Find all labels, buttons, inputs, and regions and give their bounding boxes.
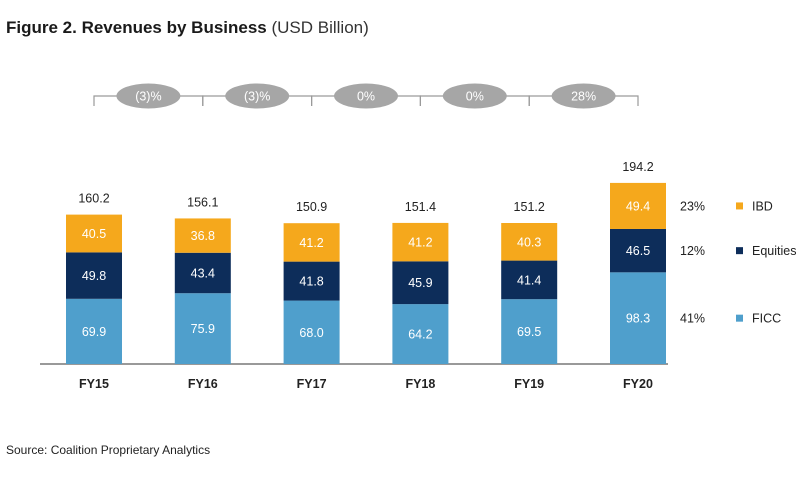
chart-title-unit: (USD Billion)	[266, 18, 369, 37]
growth-pill	[225, 83, 290, 109]
x-tick-label: FY18	[405, 377, 435, 391]
growth-label: (3)%	[244, 90, 270, 104]
data-label: 75.9	[191, 322, 215, 336]
share-label-equities: 12%	[680, 244, 705, 258]
bar-ibd-fy17	[283, 223, 340, 262]
bar-ibd-fy15	[66, 214, 122, 253]
bar-ficc-fy17	[283, 300, 340, 364]
total-label: 156.1	[187, 195, 218, 209]
total-label: 160.2	[78, 192, 109, 206]
data-label: 46.5	[626, 244, 650, 258]
growth-label: 0%	[466, 90, 484, 104]
bar-ficc-fy19	[501, 299, 558, 364]
source-note: Source: Coalition Proprietary Analytics	[6, 443, 211, 457]
data-label: 68.0	[299, 326, 323, 340]
legend-swatch-ficc	[736, 314, 743, 322]
bar-ficc-fy20	[610, 272, 666, 364]
bar-ficc-fy16	[174, 293, 231, 364]
growth-label: 0%	[357, 90, 375, 104]
bar-equities-fy19	[501, 260, 558, 300]
data-label: 69.5	[517, 325, 541, 339]
growth-pill	[442, 83, 507, 109]
growth-label: 28%	[571, 90, 596, 104]
x-tick-label: FY19	[514, 377, 544, 391]
data-label: 64.2	[408, 328, 432, 342]
data-label: 41.2	[299, 236, 323, 250]
data-label: 40.5	[82, 227, 106, 241]
growth-pill	[334, 83, 398, 109]
bar-ibd-fy16	[174, 218, 231, 253]
legend-label-equities: Equities	[752, 244, 796, 258]
total-label: 151.4	[405, 200, 436, 214]
bar-equities-fy20	[610, 228, 666, 273]
bar-ibd-fy19	[501, 223, 558, 261]
share-label-ficc: 41%	[680, 312, 705, 326]
data-label: 40.3	[517, 235, 541, 249]
x-tick-label: FY15	[79, 377, 109, 391]
data-label: 41.8	[299, 275, 323, 289]
legend-swatch-ibd	[736, 202, 743, 210]
total-label: 151.2	[514, 200, 545, 214]
x-tick-label: FY20	[623, 377, 653, 391]
share-label-ibd: 23%	[680, 199, 705, 213]
bar-equities-fy18	[392, 261, 449, 305]
legend-label-ibd: IBD	[752, 199, 773, 213]
bar-ficc-fy15	[66, 298, 122, 364]
data-label: 36.8	[191, 229, 215, 243]
data-label: 45.9	[408, 276, 432, 290]
data-label: 41.2	[408, 236, 432, 250]
total-label: 150.9	[296, 200, 327, 214]
bar-ibd-fy18	[392, 222, 449, 262]
data-label: 49.4	[626, 199, 650, 213]
bar-ficc-fy18	[392, 304, 449, 364]
bar-equities-fy17	[283, 261, 340, 301]
bar-equities-fy16	[174, 252, 231, 294]
total-label: 194.2	[622, 160, 653, 174]
bar-equities-fy15	[66, 252, 122, 299]
growth-label: (3)%	[135, 90, 161, 104]
legend-swatch-equities	[736, 247, 743, 255]
legend-label-ficc: FICC	[752, 312, 781, 326]
x-tick-label: FY16	[188, 377, 218, 391]
data-label: 43.4	[191, 266, 215, 280]
chart-title: Figure 2. Revenues by Business (USD Bill…	[6, 18, 369, 38]
data-label: 98.3	[626, 312, 650, 326]
data-label: 49.8	[82, 269, 106, 283]
data-label: 41.4	[517, 273, 541, 287]
x-tick-label: FY17	[297, 377, 327, 391]
growth-pill	[551, 83, 616, 109]
growth-pill	[116, 83, 181, 109]
data-label: 69.9	[82, 325, 106, 339]
chart-title-main: Figure 2. Revenues by Business	[6, 18, 267, 37]
bar-ibd-fy20	[610, 182, 666, 229]
